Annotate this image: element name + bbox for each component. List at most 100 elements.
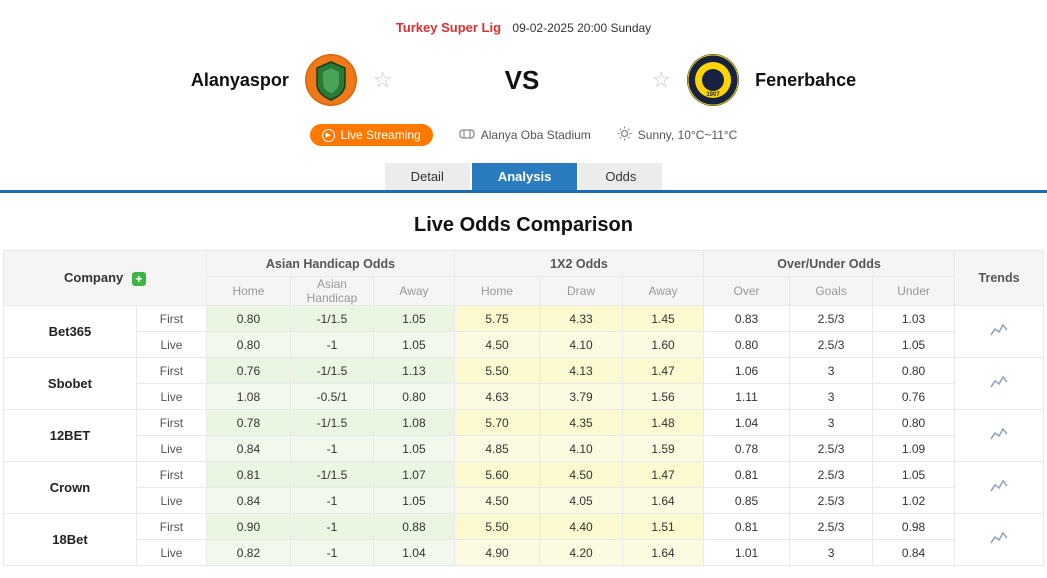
odds-cell-x12: 5.75 [454,305,540,332]
odds-cell-x12: 1.51 [621,513,705,540]
odds-cell-x12: 5.50 [454,513,540,540]
odds-cell-ah: 1.05 [372,305,456,332]
trend-chart-icon[interactable] [954,305,1045,358]
odds-cell-ah: 1.04 [372,539,456,566]
row-type-label: Live [135,331,207,358]
odds-cell-ou: 1.03 [872,305,956,332]
sub-header-ou-over: Over [703,276,791,306]
odds-cell-ou: 2.5/3 [789,435,874,462]
odds-cell-ah: 1.08 [372,409,456,436]
row-type-label: Live [135,487,207,514]
odds-cell-ah: 1.13 [372,357,456,384]
odds-cell-ah: -1 [289,513,374,540]
odds-cell-x12: 4.90 [454,539,540,566]
odds-cell-ah: 0.90 [205,513,291,540]
sub-header-ah-handicap: Asian Handicap [289,276,374,306]
sub-header-1x2-home: Home [454,276,540,306]
company-name[interactable]: Crown [2,461,137,514]
odds-cell-ah: 0.88 [372,513,456,540]
odds-cell-x12: 4.40 [539,513,623,540]
odds-cell-ah: -1 [289,435,374,462]
odds-cell-ah: 0.82 [205,539,291,566]
tab-analysis[interactable]: Analysis [471,163,578,190]
odds-cell-x12: 3.79 [539,383,623,410]
trend-chart-icon[interactable] [954,461,1045,514]
trend-chart-icon[interactable] [954,513,1045,566]
odds-row-first: 12BET First 0.78 -1/1.5 1.08 5.70 4.35 1.48 1.04… [2,409,1045,462]
sub-header-ah-home: Home [205,276,291,306]
odds-cell-ou: 2.5/3 [789,513,874,540]
odds-cell-x12: 4.85 [454,435,540,462]
odds-cell-x12: 4.50 [539,461,623,488]
weather-text: Sunny, 10°C~11°C [637,128,738,142]
trend-chart-icon[interactable] [954,357,1045,410]
odds-cell-x12: 5.50 [454,357,540,384]
trend-chart-icon[interactable] [954,409,1045,462]
odds-row-live: Live 0.84 -1 1.05 4.50 4.05 1.64 0.85 2.5/3 1.02 [3,487,1043,514]
vs-label: VS [504,64,540,95]
row-type-label: Live [135,539,207,566]
trends-header: Trends [954,250,1045,306]
tab-detail[interactable]: Detail [384,163,470,190]
odds-cell-ou: 0.84 [872,539,956,566]
company-name[interactable]: Bet365 [2,305,137,358]
odds-cell-x12: 4.63 [454,383,540,410]
odds-cell-x12: 4.05 [539,487,623,514]
fenerbahce-logo: 1907 [687,54,740,106]
odds-cell-x12: 5.60 [454,461,540,488]
weather-info: Sunny, 10°C~11°C [617,126,738,144]
odds-cell-ou: 2.5/3 [789,305,874,332]
odds-table-body: Bet365 First 0.80 -1/1.5 1.05 5.75 4.33 1.45 0.8… [2,305,1045,566]
league-name: Turkey Super Lig [395,20,502,35]
home-team: Alanyaspor ☆ [191,54,393,106]
table-sub-header-row: Home Asian Handicap Away Home Draw Away … [3,276,1043,306]
odds-cell-x12: 4.50 [454,487,540,514]
company-name[interactable]: 18Bet [2,513,137,566]
home-team-name: Alanyaspor [190,69,289,90]
play-icon: ▶ [321,128,335,142]
favorite-star-home-icon[interactable]: ☆ [372,67,393,92]
odds-row-first: Crown First 0.81 -1/1.5 1.07 5.60 4.50 1.47 0.81… [2,461,1045,514]
odds-cell-ou: 2.5/3 [789,487,874,514]
odds-row-first: Bet365 First 0.80 -1/1.5 1.05 5.75 4.33 1.45 0.8… [2,305,1045,358]
odds-cell-ah: 1.05 [372,487,456,514]
company-name[interactable]: 12BET [2,409,137,462]
odds-cell-ou: 0.98 [872,513,956,540]
odds-row-first: 18Bet First 0.90 -1 0.88 5.50 4.40 1.51 0.81 2.5/… [2,513,1045,566]
row-type-label: Live [135,383,207,410]
odds-cell-x12: 4.33 [539,305,623,332]
odds-cell-ou: 0.81 [703,461,791,488]
odds-cell-ou: 0.80 [872,357,956,384]
tab-odds[interactable]: Odds [579,163,663,190]
fenerbahce-logo-year: 1907 [706,92,720,98]
odds-cell-x12: 1.48 [621,409,705,436]
favorite-star-away-icon[interactable]: ☆ [651,67,672,92]
odds-cell-x12: 5.70 [454,409,540,436]
sub-header-1x2-draw: Draw [539,276,623,306]
add-company-icon[interactable]: + [131,271,146,286]
odds-cell-ah: 0.80 [372,383,456,410]
live-streaming-button[interactable]: ▶ Live Streaming [309,124,433,146]
odds-cell-ou: 0.76 [872,383,956,410]
odds-row-live: Live 0.84 -1 1.05 4.85 4.10 1.59 0.78 2.5/3 1.09 [3,435,1043,462]
odds-cell-ou: 0.83 [703,305,791,332]
odds-cell-ou: 1.04 [703,409,791,436]
weather-icon [617,126,632,144]
row-type-label: First [135,461,207,488]
company-name[interactable]: Sbobet [2,357,137,410]
main-content: Live Odds Comparison Company + Asian Han… [0,214,1047,566]
company-header: Company + [2,250,207,306]
odds-cell-ou: 0.80 [872,409,956,436]
odds-cell-ou: 0.80 [703,331,791,358]
league-line: Turkey Super Lig 09-02-2025 20:00 Sunday [0,0,1047,35]
odds-cell-x12: 1.47 [621,357,705,384]
odds-cell-ou: 3 [789,357,874,384]
sub-header-ou-under: Under [872,276,956,306]
odds-cell-ou: 3 [789,409,874,436]
match-datetime: 09-02-2025 20:00 Sunday [512,21,652,35]
odds-row-live: Live 0.82 -1 1.04 4.90 4.20 1.64 1.01 3 0.84 [3,539,1043,566]
odds-cell-ah: 1.05 [372,331,456,358]
odds-cell-ah: 0.84 [205,435,291,462]
odds-cell-ah: 0.78 [205,409,291,436]
odds-cell-ou: 1.05 [872,461,956,488]
